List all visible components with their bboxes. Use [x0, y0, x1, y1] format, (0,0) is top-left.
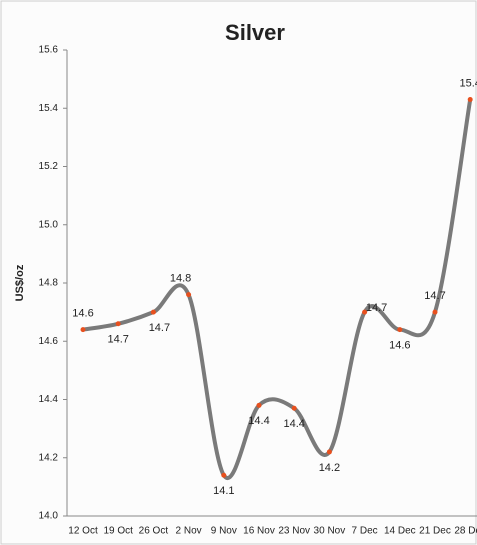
- marker: [397, 327, 403, 333]
- data-label: 14.6: [389, 340, 410, 352]
- data-label: 14.4: [283, 418, 304, 430]
- data-label: 14.7: [107, 334, 128, 346]
- x-tick-label: 2 Nov: [176, 526, 202, 537]
- marker: [362, 309, 368, 315]
- y-tick-label: 14.4: [39, 394, 59, 405]
- marker: [256, 402, 262, 408]
- y-tick-label: 14.2: [39, 452, 59, 463]
- x-tick-label: 28 Dec: [454, 526, 477, 537]
- y-tick-label: 15.6: [39, 45, 59, 56]
- y-tick-label: 15.4: [39, 103, 59, 114]
- data-label: 14.6: [72, 308, 93, 320]
- x-tick-label: 14 Dec: [384, 526, 416, 537]
- y-tick-label: 14.6: [39, 336, 59, 347]
- y-tick-label: 14.8: [39, 278, 59, 289]
- x-tick-label: 26 Oct: [139, 526, 169, 537]
- data-label: 14.7: [424, 290, 445, 302]
- marker: [150, 309, 156, 315]
- marker: [326, 449, 332, 455]
- x-tick-label: 23 Nov: [278, 526, 310, 537]
- marker: [80, 327, 86, 333]
- marker: [221, 472, 227, 478]
- y-tick-label: 15.0: [39, 219, 59, 230]
- x-tick-label: 19 Oct: [103, 526, 133, 537]
- data-label: 15.4: [459, 77, 477, 89]
- data-label: 14.1: [213, 485, 234, 497]
- x-tick-label: 12 Oct: [68, 526, 98, 537]
- marker: [432, 309, 438, 315]
- data-label: 14.2: [319, 462, 340, 474]
- data-label: 14.7: [149, 322, 170, 334]
- x-tick-label: 16 Nov: [243, 526, 275, 537]
- data-label: 14.8: [170, 273, 191, 285]
- marker: [115, 321, 121, 327]
- marker: [291, 405, 297, 411]
- y-tick-label: 15.2: [39, 161, 59, 172]
- chart-title: Silver: [225, 20, 285, 45]
- data-label: 14.7: [366, 302, 387, 314]
- x-tick-label: 9 Nov: [211, 526, 237, 537]
- marker: [467, 97, 473, 103]
- x-tick-label: 21 Dec: [419, 526, 451, 537]
- x-tick-label: 30 Nov: [314, 526, 346, 537]
- marker: [186, 292, 192, 298]
- y-axis-label: US$/oz: [14, 264, 26, 301]
- line: [82, 99, 473, 481]
- data-label: 14.4: [248, 415, 269, 427]
- y-tick-label: 14.0: [39, 511, 59, 522]
- x-tick-label: 7 Dec: [352, 526, 378, 537]
